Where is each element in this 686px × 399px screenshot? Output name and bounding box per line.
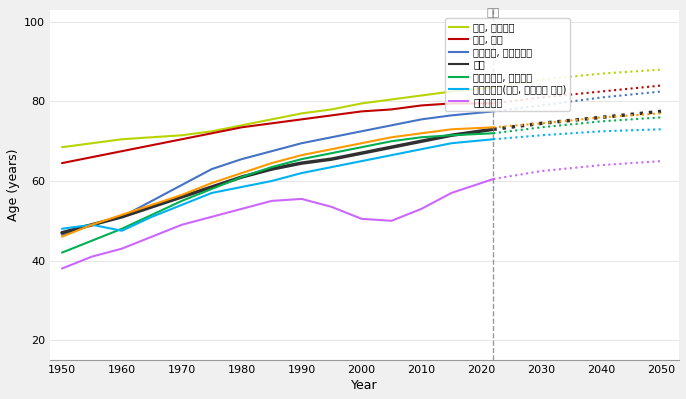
Text: 전망: 전망 <box>486 8 500 18</box>
Y-axis label: Age (years): Age (years) <box>7 149 20 221</box>
X-axis label: Year: Year <box>351 379 378 392</box>
Legend: 호주, 뉴질랜드, 유럽, 북미, 동아시아, 동남아시아, 세계, 북아프리카, 서아시아, 오세아니아(호주, 뉴질랜드 제외), 남아프리카: 호주, 뉴질랜드, 유럽, 북미, 동아시아, 동남아시아, 세계, 북아프리카… <box>445 18 570 111</box>
